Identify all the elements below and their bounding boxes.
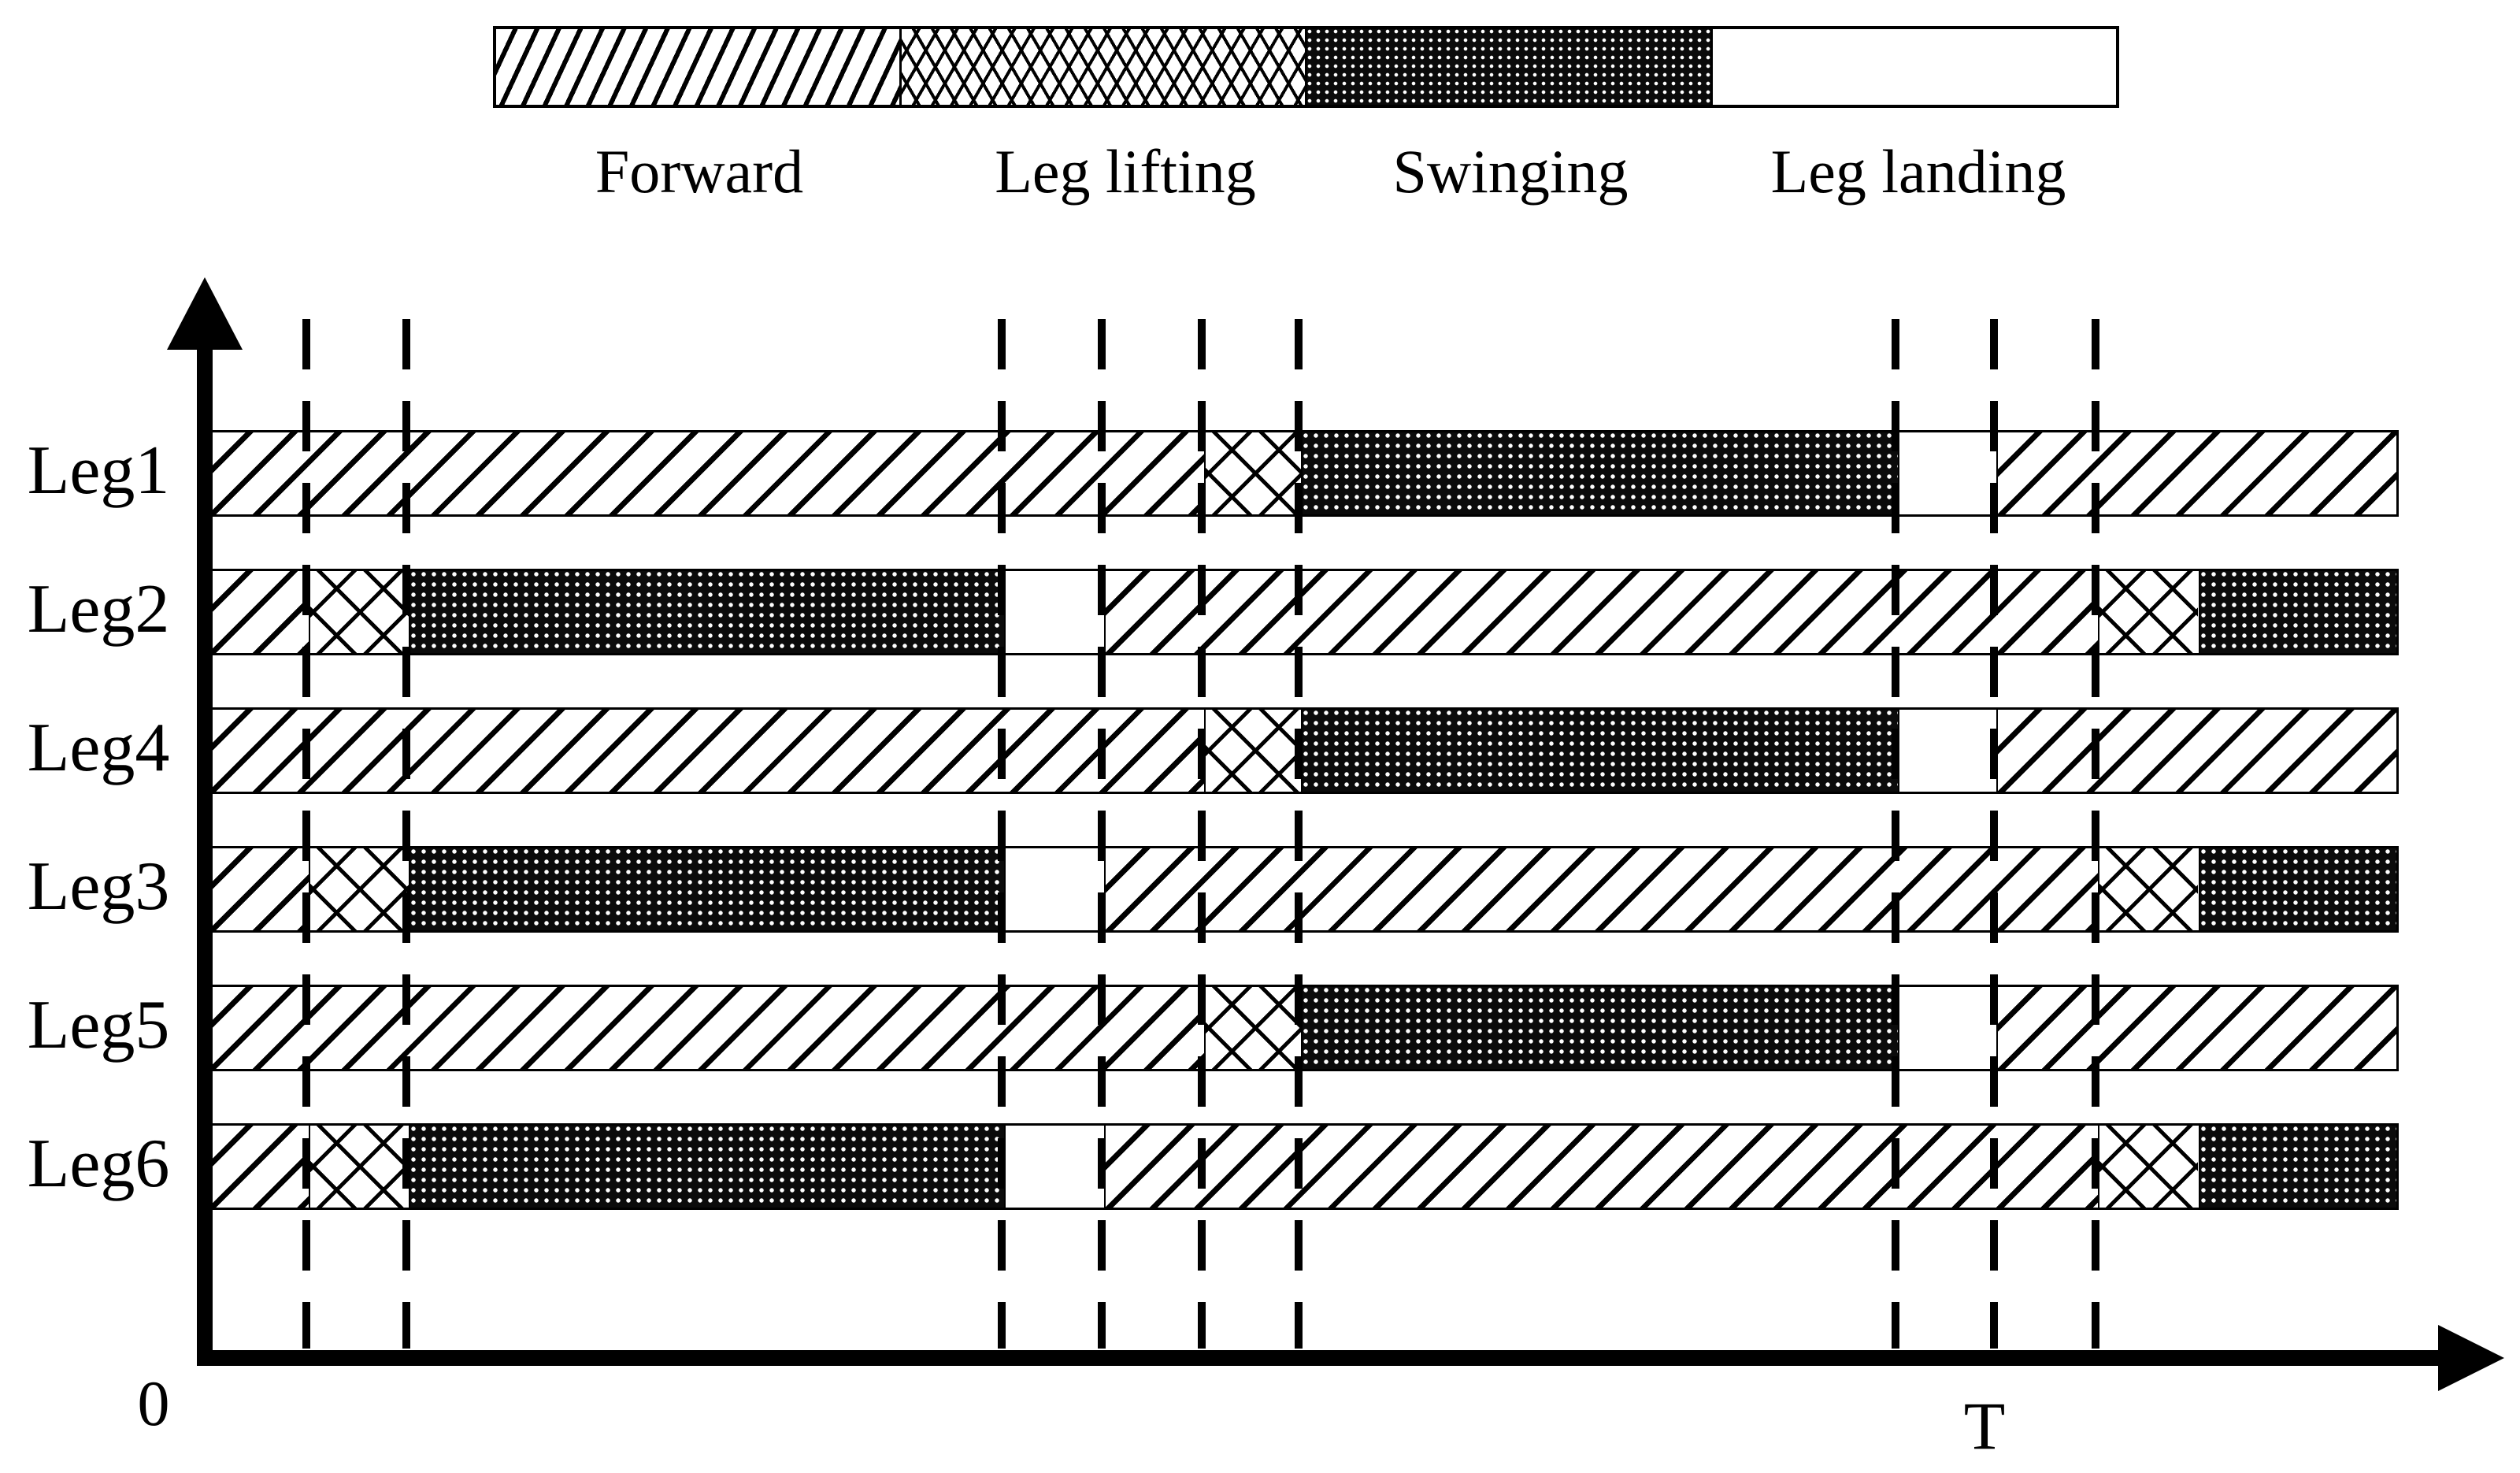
legend-label-swinging: Swinging [1392, 137, 1629, 206]
phase-segment-forward [1104, 848, 2099, 930]
gait-bar-leg2 [206, 569, 2399, 655]
dashed-time-marker [1990, 319, 1998, 1349]
phase-segment-swinging [1300, 987, 1899, 1069]
phase-segment-lifting [309, 1126, 410, 1208]
row-label-leg6: Leg6 [27, 1126, 170, 1202]
gait-bar-leg5 [206, 985, 2399, 1071]
phase-segment-landing [1898, 432, 1996, 514]
phase-segment-swinging [2198, 848, 2397, 930]
phase-segment-forward [1996, 432, 2397, 514]
phase-segment-lifting [2098, 571, 2199, 653]
x-axis-arrowhead-icon [2438, 1325, 2504, 1391]
phase-segment-landing [1004, 571, 1105, 653]
legend-swatch-forward [496, 29, 899, 105]
phase-segment-lifting [2098, 848, 2199, 930]
phase-segment-forward [1104, 571, 2099, 653]
phase-segment-swinging [409, 1126, 1005, 1208]
dashed-time-marker [1892, 319, 1900, 1349]
phase-segment-lifting [309, 848, 410, 930]
phase-segment-swinging [1300, 710, 1899, 792]
phase-segment-forward [209, 571, 309, 653]
phase-segment-landing [1898, 710, 1996, 792]
gait-bar-leg3 [206, 846, 2399, 933]
dashed-time-marker [1294, 319, 1303, 1349]
legend-swatch-bar [493, 26, 2119, 108]
phase-segment-forward [209, 1126, 309, 1208]
gait-bar-leg4 [206, 707, 2399, 794]
dashed-time-marker [402, 319, 411, 1349]
y-axis-line [197, 347, 213, 1366]
dashed-time-marker [1098, 319, 1106, 1349]
phase-segment-landing [1898, 987, 1996, 1069]
phase-segment-forward [209, 848, 309, 930]
row-label-leg5: Leg5 [27, 987, 170, 1063]
legend-label-leg-lifting: Leg lifting [995, 137, 1256, 206]
phase-segment-swinging [1300, 432, 1899, 514]
phase-segment-swinging [2198, 571, 2397, 653]
axis-period-label: T [1963, 1388, 2006, 1464]
phase-segment-lifting [309, 571, 410, 653]
legend-swatch-leg-landing [1710, 29, 2116, 105]
x-axis-line [197, 1350, 2441, 1366]
legend-swatch-leg-lifting [899, 29, 1305, 105]
phase-segment-forward [1104, 1126, 2099, 1208]
row-label-leg1: Leg1 [27, 432, 170, 509]
dashed-time-marker [2092, 319, 2100, 1349]
legend-label-forward: Forward [595, 137, 804, 206]
phase-segment-forward [1996, 710, 2397, 792]
axis-origin-label: 0 [137, 1367, 170, 1439]
phase-segment-forward [209, 710, 1205, 792]
phase-segment-swinging [409, 848, 1005, 930]
phase-segment-lifting [1204, 432, 1301, 514]
row-label-leg3: Leg3 [27, 848, 170, 925]
phase-segment-landing [1004, 848, 1105, 930]
phase-segment-landing [1004, 1126, 1105, 1208]
phase-segment-lifting [2098, 1126, 2199, 1208]
legend-label-leg-landing: Leg landing [1770, 137, 2066, 206]
phase-segment-lifting [1204, 710, 1301, 792]
phase-segment-swinging [409, 571, 1005, 653]
row-label-leg4: Leg4 [27, 710, 170, 786]
dashed-time-marker [302, 319, 311, 1349]
legend-swatch-swinging [1305, 29, 1710, 105]
phase-segment-swinging [2198, 1126, 2397, 1208]
y-axis-arrowhead-icon [167, 277, 243, 350]
dashed-time-marker [998, 319, 1006, 1349]
phase-segment-forward [209, 432, 1205, 514]
row-label-leg2: Leg2 [27, 571, 170, 647]
phase-segment-lifting [1204, 987, 1301, 1069]
phase-segment-forward [1996, 987, 2397, 1069]
gait-bar-leg6 [206, 1123, 2399, 1210]
gait-bar-leg1 [206, 430, 2399, 517]
phase-segment-forward [209, 987, 1205, 1069]
dashed-time-marker [1198, 319, 1206, 1349]
